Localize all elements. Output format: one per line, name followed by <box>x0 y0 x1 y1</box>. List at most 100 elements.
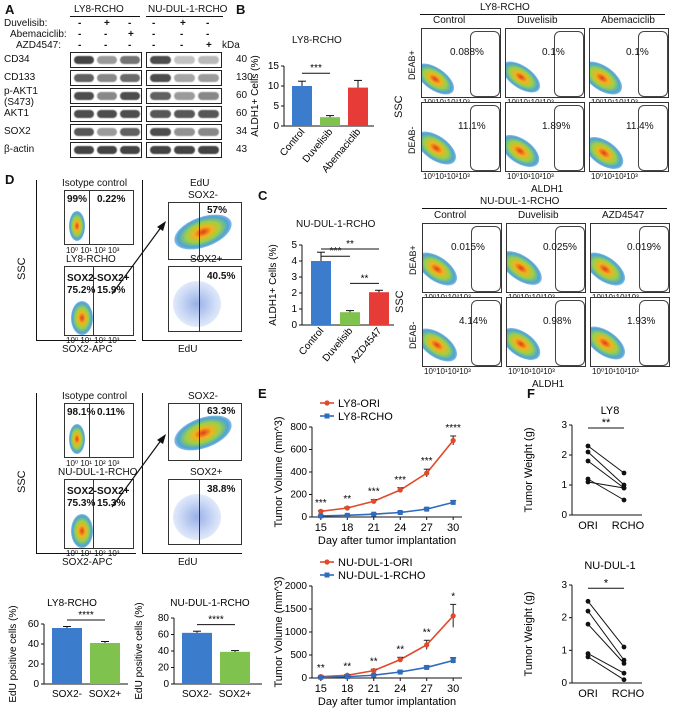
sox2pos-pct: 15.9% <box>97 285 126 296</box>
series-line <box>320 501 454 517</box>
blot-ly8 <box>70 142 142 158</box>
legend-label: LY8-RCHO <box>338 411 393 423</box>
facs-x-ticks: 10⁰10¹10²10³ <box>423 172 470 181</box>
facs-percentage: 1.93% <box>627 316 656 327</box>
y-tick-label: 0 <box>301 673 307 684</box>
protein-band <box>198 146 219 154</box>
y-tick-label: 3 <box>291 272 297 283</box>
facs-density-cloud <box>422 124 462 171</box>
x-tick-label: 15 <box>315 683 327 695</box>
protein-band <box>97 146 117 154</box>
significance-label: *** <box>368 487 380 498</box>
facs-plot: 0.98% <box>506 297 586 367</box>
facs-plot: 0.1% <box>589 28 669 98</box>
facs-gate <box>554 31 584 97</box>
y-tick-label: 40 <box>28 639 40 650</box>
isotype-title: Isotype control <box>62 391 128 402</box>
facs-density-cloud <box>507 321 546 366</box>
edu-x-axis <box>142 340 242 341</box>
treatment-mark: - <box>104 29 108 40</box>
y-tick-label: 3 <box>561 420 567 431</box>
gating-arrows <box>111 221 166 295</box>
arrowhead <box>157 434 166 444</box>
kda-value: 34 <box>236 126 248 137</box>
significance-label: *** <box>310 63 322 74</box>
tumor-weight-chart-nudul: NU-DUL-1 0 1 2 3 Tumor Weight (g) ORI RCHO * <box>523 560 645 700</box>
data-point <box>371 511 377 517</box>
y-tick-label: 200 <box>290 490 307 501</box>
panel-label-f: F <box>527 386 535 401</box>
facs-gate <box>638 105 668 171</box>
protein-band <box>150 74 171 82</box>
data-point <box>621 644 627 650</box>
quadrant-line <box>93 480 94 548</box>
data-point <box>585 479 591 485</box>
y-tick-label: 15 <box>268 61 280 72</box>
sox2-axis <box>36 340 136 341</box>
sox2pos-label: SOX2+ <box>97 273 130 284</box>
blot-ly8 <box>70 88 142 104</box>
protein-band <box>74 110 94 118</box>
sox2-axis-label: SOX2-APC <box>62 344 113 355</box>
facs-x-ticks: 10⁰ 10¹ 10² 10³ <box>66 459 120 468</box>
edu-y-axis <box>142 180 143 340</box>
sox2-axis <box>36 553 136 554</box>
x-tick-label: 30 <box>447 522 459 534</box>
treatment-label: AZD4547: <box>16 40 62 51</box>
facs-density-cloud <box>590 54 628 97</box>
group-underline <box>146 16 223 17</box>
pair-line <box>587 451 625 486</box>
isotype-left-pct: 99% <box>67 194 88 205</box>
protein-band <box>97 128 117 136</box>
category-label: SOX2+ <box>219 689 252 700</box>
blot-nudul <box>146 88 222 104</box>
treatment-mark: + <box>206 40 212 51</box>
protein-band <box>74 146 94 154</box>
significance-label: **** <box>208 615 224 626</box>
treatment-mark: - <box>180 29 184 40</box>
facs-plot: 0.019% <box>590 223 670 293</box>
treatment-mark: - <box>104 40 108 51</box>
isotype-left-pct: 98.1% <box>67 407 96 418</box>
y-axis-label: Tumor Weight (g) <box>523 428 535 513</box>
data-point <box>318 674 324 680</box>
y-tick-label: 2 <box>561 613 567 624</box>
facs-title: NU-DUL-1-RCHO <box>480 196 560 207</box>
protein-band <box>120 74 140 82</box>
data-point <box>621 661 627 666</box>
protein-band <box>150 146 171 154</box>
edu-x-axis <box>142 553 242 554</box>
data-point <box>397 657 403 663</box>
protein-band <box>198 74 219 82</box>
y-tick-label: 0 <box>33 679 39 690</box>
protein-band <box>174 146 195 154</box>
facs-x-ticks: 10⁰ 10¹ 10² 10³ <box>66 549 120 558</box>
edu-pos-title: SOX2+ <box>190 254 223 265</box>
facs-percentage: 0.1% <box>626 47 649 58</box>
facs-density-cloud <box>591 319 631 366</box>
data-point <box>621 677 627 683</box>
category-label: Control <box>297 326 326 358</box>
y-tick-label: 1 <box>291 304 297 315</box>
y-tick-label: 5 <box>291 240 297 251</box>
blot-ly8 <box>70 106 142 122</box>
y-tick-label: 3 <box>561 580 567 591</box>
y-axis-label: Tumor Volume (mm^3) <box>273 416 285 527</box>
x-tick-label: 30 <box>447 683 459 695</box>
quadrant-line <box>93 267 94 335</box>
category-label: ORI <box>578 688 598 700</box>
facs-column-label: AZD4547 <box>602 210 645 221</box>
y-axis-label: Tumor Weight (g) <box>523 592 535 677</box>
y-tick-label: 500 <box>290 650 307 661</box>
isotype-right-pct: 0.22% <box>97 194 126 205</box>
bar <box>292 86 312 126</box>
treatment-label: Duvelisib: <box>4 18 48 29</box>
edu-pos-pct: 38.8% <box>207 484 236 495</box>
protein-band <box>174 128 195 136</box>
bar <box>320 117 340 126</box>
facs-x-ticks: 10⁰10¹10²10³ <box>507 172 554 181</box>
treatment-mark: + <box>128 29 134 40</box>
edu-pos-title: SOX2+ <box>190 467 223 478</box>
pair-line <box>587 610 625 661</box>
data-point <box>397 487 403 493</box>
